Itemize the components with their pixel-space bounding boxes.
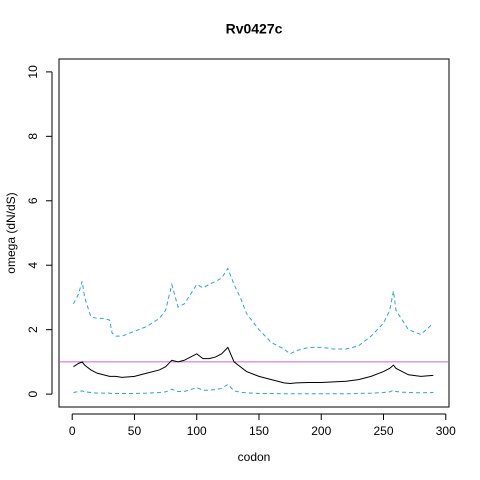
x-tick-label: 100 (187, 424, 207, 438)
series-line (73, 346, 434, 384)
chart-title: Rv0427c (226, 21, 283, 37)
series-line (73, 383, 434, 395)
x-tick-label: 200 (311, 424, 331, 438)
series-line (72, 267, 434, 355)
x-tick-label: 150 (249, 424, 269, 438)
y-tick-label: 0 (26, 390, 40, 397)
plot-box (58, 58, 450, 408)
y-axis-label: omega (dN/dS) (4, 192, 18, 273)
x-axis-label: codon (238, 450, 271, 464)
x-tick-label: 0 (69, 424, 76, 438)
x-tick-label: 250 (373, 424, 393, 438)
y-tick-label: 6 (26, 197, 40, 204)
y-tick-label: 8 (26, 133, 40, 140)
x-tick-label: 300 (436, 424, 456, 438)
y-tick-label: 10 (26, 65, 40, 79)
y-tick-label: 4 (26, 262, 40, 269)
x-tick-label: 50 (128, 424, 142, 438)
y-tick-label: 2 (26, 326, 40, 333)
